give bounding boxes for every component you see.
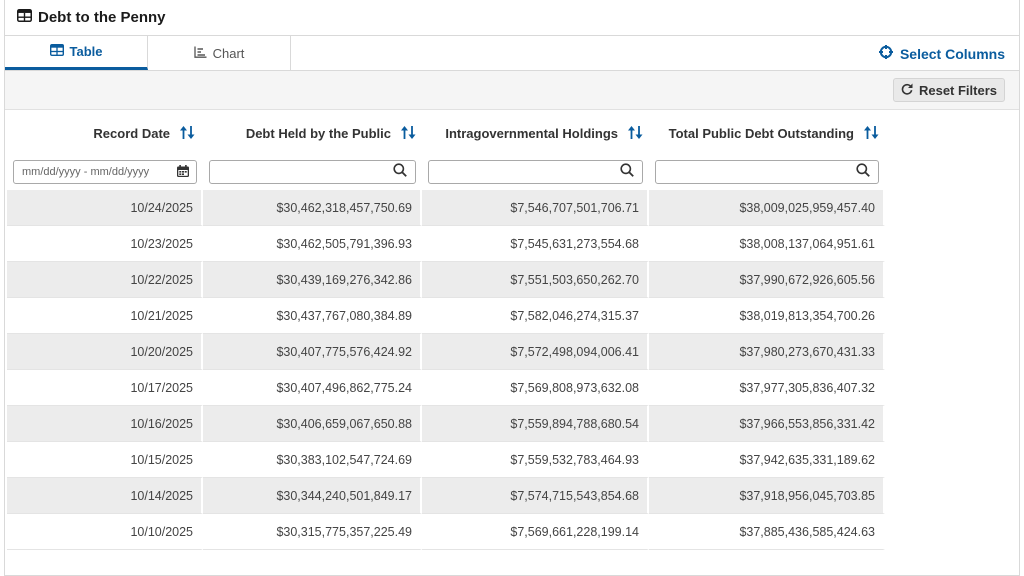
cell-total-debt: $37,918,956,045,703.85	[649, 478, 885, 514]
cell-total-debt: $37,942,635,331,189.62	[649, 442, 885, 478]
cell-debt-held: $30,439,169,276,342.86	[203, 262, 422, 298]
reset-filters-label: Reset Filters	[918, 82, 998, 98]
table-row: 10/23/2025 $30,462,505,791,396.93 $7,545…	[7, 226, 885, 262]
cell-intragovernmental: $7,569,808,973,632.08	[422, 370, 649, 406]
cell-debt-held: $30,437,767,080,384.89	[203, 298, 422, 334]
cell-record-date: 10/21/2025	[7, 298, 203, 334]
table-row: 10/17/2025 $30,407,496,862,775.24 $7,569…	[7, 370, 885, 406]
header-row: Record Date Debt Held by the Public Intr…	[7, 114, 885, 154]
total-debt-search-input[interactable]	[655, 160, 879, 184]
select-columns-label: Select Columns	[899, 45, 1005, 62]
table-row: 10/22/2025 $30,439,169,276,342.86 $7,551…	[7, 262, 885, 298]
reset-filters-button[interactable]: Reset Filters	[893, 78, 1005, 102]
panel-header: Debt to the Penny	[5, 0, 1019, 36]
search-icon	[393, 162, 407, 182]
cell-record-date: 10/23/2025	[7, 226, 203, 262]
cell-debt-held: $30,462,318,457,750.69	[203, 190, 422, 226]
cell-record-date: 10/22/2025	[7, 262, 203, 298]
date-range-input[interactable]: mm/dd/yyyy - mm/dd/yyyy	[13, 160, 197, 184]
cell-debt-held: $30,344,240,501,849.17	[203, 478, 422, 514]
cell-record-date: 10/20/2025	[7, 334, 203, 370]
chart-icon	[193, 46, 207, 61]
column-header-total-debt[interactable]: Total Public Debt Outstanding	[649, 114, 885, 154]
cell-debt-held: $30,383,102,547,724.69	[203, 442, 422, 478]
sort-icon[interactable]	[864, 126, 879, 142]
cell-intragovernmental: $7,582,046,274,315.37	[422, 298, 649, 334]
cell-debt-held: $30,407,775,576,424.92	[203, 334, 422, 370]
cell-total-debt: $37,966,553,856,331.42	[649, 406, 885, 442]
debt-held-search-input[interactable]	[209, 160, 416, 184]
cell-record-date: 10/14/2025	[7, 478, 203, 514]
cell-total-debt: $37,990,672,926,605.56	[649, 262, 885, 298]
table-row: 10/21/2025 $30,437,767,080,384.89 $7,582…	[7, 298, 885, 334]
cell-total-debt: $38,009,025,959,457.40	[649, 190, 885, 226]
cell-record-date: 10/15/2025	[7, 442, 203, 478]
cell-intragovernmental: $7,574,715,543,854.68	[422, 478, 649, 514]
rotate-icon	[901, 83, 913, 98]
search-icon	[856, 162, 870, 182]
table-row: 10/15/2025 $30,383,102,547,724.69 $7,559…	[7, 442, 885, 478]
tab-chart-label: Chart	[212, 45, 245, 61]
column-header-record-date[interactable]: Record Date	[7, 114, 203, 154]
cell-record-date: 10/16/2025	[7, 406, 203, 442]
intragovernmental-search-input[interactable]	[428, 160, 643, 184]
view-tabs: Table Chart Select Columns	[5, 36, 1019, 71]
tab-chart[interactable]: Chart	[148, 36, 291, 70]
cell-total-debt: $37,885,436,585,424.63	[649, 514, 885, 550]
cell-intragovernmental: $7,546,707,501,706.71	[422, 190, 649, 226]
cell-total-debt: $38,019,813,354,700.26	[649, 298, 885, 334]
cell-record-date: 10/24/2025	[7, 190, 203, 226]
cell-intragovernmental: $7,569,661,228,199.14	[422, 514, 649, 550]
cell-record-date: 10/17/2025	[7, 370, 203, 406]
page-title: Debt to the Penny	[38, 9, 166, 26]
select-columns-button[interactable]: Select Columns	[878, 36, 1005, 71]
table-row: 10/20/2025 $30,407,775,576,424.92 $7,572…	[7, 334, 885, 370]
tab-table-label: Table	[69, 44, 103, 59]
cell-debt-held: $30,407,496,862,775.24	[203, 370, 422, 406]
table-row: 10/16/2025 $30,406,659,067,650.88 $7,559…	[7, 406, 885, 442]
calendar-icon[interactable]	[177, 164, 189, 180]
sort-icon[interactable]	[628, 126, 643, 142]
date-range-placeholder: mm/dd/yyyy - mm/dd/yyyy	[22, 166, 150, 178]
column-header-intragovernmental[interactable]: Intragovernmental Holdings	[422, 114, 649, 154]
cell-debt-held: $30,406,659,067,650.88	[203, 406, 422, 442]
cell-intragovernmental: $7,551,503,650,262.70	[422, 262, 649, 298]
table-row: 10/24/2025 $30,462,318,457,750.69 $7,546…	[7, 190, 885, 226]
tab-table[interactable]: Table	[5, 36, 148, 70]
table-toolbar: Reset Filters	[5, 71, 1019, 110]
search-icon	[620, 162, 634, 182]
sort-icon[interactable]	[401, 126, 416, 142]
table-row: 10/10/2025 $30,315,775,357,225.49 $7,569…	[7, 514, 885, 550]
sort-icon[interactable]	[180, 126, 195, 142]
cell-total-debt: $37,977,305,836,407.32	[649, 370, 885, 406]
cell-intragovernmental: $7,545,631,273,554.68	[422, 226, 649, 262]
cell-intragovernmental: $7,559,894,788,680.54	[422, 406, 649, 442]
table-row: 10/14/2025 $30,344,240,501,849.17 $7,574…	[7, 478, 885, 514]
dataset-panel: Debt to the Penny Table Chart Select Col…	[4, 0, 1020, 576]
cell-intragovernmental: $7,559,532,783,464.93	[422, 442, 649, 478]
table-icon	[49, 43, 64, 59]
crosshair-icon	[878, 45, 893, 62]
table-icon	[17, 8, 32, 27]
filter-row: mm/dd/yyyy - mm/dd/yyyy	[7, 154, 885, 190]
column-header-debt-held[interactable]: Debt Held by the Public	[203, 114, 422, 154]
cell-total-debt: $37,980,273,670,431.33	[649, 334, 885, 370]
cell-total-debt: $38,008,137,064,951.61	[649, 226, 885, 262]
cell-intragovernmental: $7,572,498,094,006.41	[422, 334, 649, 370]
cell-debt-held: $30,462,505,791,396.93	[203, 226, 422, 262]
cell-debt-held: $30,315,775,357,225.49	[203, 514, 422, 550]
data-table: Record Date Debt Held by the Public Intr…	[7, 114, 885, 550]
cell-record-date: 10/10/2025	[7, 514, 203, 550]
